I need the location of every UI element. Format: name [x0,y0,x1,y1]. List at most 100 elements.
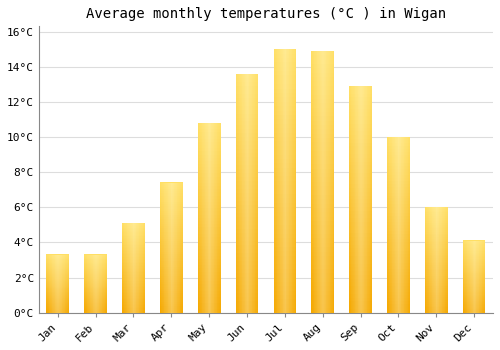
Bar [387,157,410,160]
Bar [425,239,448,240]
Bar [425,218,448,219]
Bar [84,309,107,310]
Bar [236,193,258,197]
Bar [312,290,334,295]
Bar [463,244,485,245]
Bar [274,154,296,159]
Bar [236,296,258,301]
Bar [160,228,182,230]
Bar [84,276,107,277]
Bar [312,107,334,112]
Bar [84,295,107,296]
Bar [274,159,296,163]
Bar [387,309,410,313]
Bar [425,219,448,221]
Bar [122,271,145,272]
Bar [178,183,179,313]
Bar [236,285,258,289]
Bar [198,164,220,167]
Bar [86,255,88,313]
Bar [274,290,296,295]
Bar [387,160,410,163]
Bar [312,94,334,99]
Bar [236,165,258,169]
Bar [274,66,296,71]
Bar [312,168,334,173]
Bar [314,51,315,313]
Bar [251,74,252,313]
Bar [198,274,220,278]
Bar [46,260,69,261]
Bar [122,292,145,293]
Bar [46,282,69,284]
Bar [312,208,334,212]
Bar [250,74,251,313]
Bar [349,218,372,222]
Bar [46,281,69,283]
Bar [463,246,485,248]
Bar [84,312,107,313]
Bar [84,271,107,272]
Bar [349,199,372,203]
Bar [84,305,107,306]
Bar [425,293,448,295]
Bar [274,128,296,133]
Bar [387,166,410,169]
Bar [198,284,220,287]
Bar [122,275,145,277]
Bar [387,140,410,143]
Bar [387,257,410,260]
Bar [84,291,107,292]
Bar [463,282,485,284]
Bar [312,225,334,230]
Bar [67,255,68,313]
Bar [84,293,107,294]
Bar [46,274,69,275]
Bar [274,238,296,242]
Bar [274,97,296,102]
Bar [463,266,485,267]
Bar [274,207,296,212]
Bar [475,240,476,313]
Bar [46,304,69,305]
Bar [236,121,258,126]
Bar [160,297,182,300]
Bar [425,274,448,276]
Bar [312,103,334,107]
Bar [312,99,334,103]
Bar [160,200,182,202]
Bar [387,304,410,307]
Bar [425,282,448,285]
Bar [425,228,448,230]
Bar [46,264,69,265]
Bar [236,157,258,161]
Bar [469,240,470,313]
Bar [349,120,372,124]
Bar [122,293,145,295]
Bar [252,74,253,313]
Bar [122,228,145,229]
Bar [425,307,448,309]
Bar [160,280,182,282]
Bar [160,247,182,250]
Bar [122,229,145,231]
Bar [50,255,51,313]
Bar [274,295,296,300]
Bar [51,255,52,313]
Bar [84,290,107,292]
Bar [463,309,485,310]
Bar [160,271,182,274]
Bar [293,49,294,313]
Bar [122,256,145,257]
Bar [388,137,390,313]
Bar [274,233,296,238]
Bar [358,86,359,313]
Bar [387,152,410,154]
Bar [46,265,69,266]
Bar [122,281,145,283]
Bar [198,126,220,129]
Bar [387,154,410,158]
Bar [288,49,290,313]
Bar [236,173,258,177]
Bar [89,255,90,313]
